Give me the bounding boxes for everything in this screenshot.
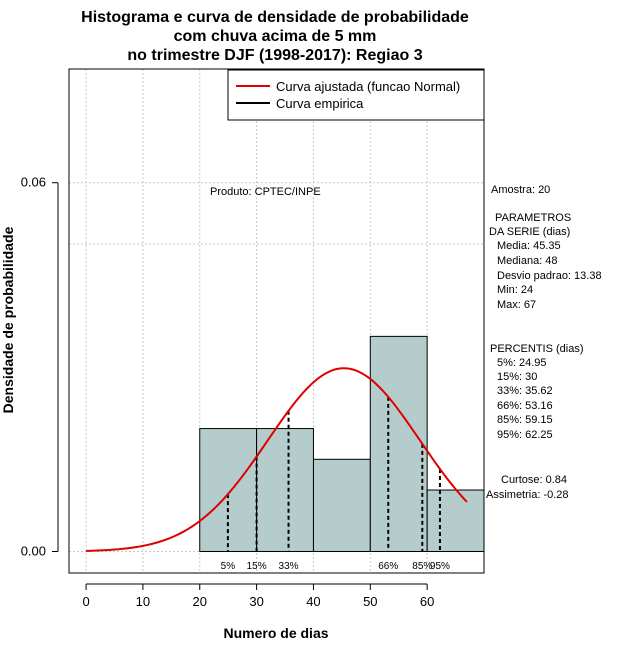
stat-p66: 66%: 53.16 (497, 400, 553, 412)
histogram-bar (312, 458, 371, 552)
percentile-label: 66% (378, 561, 398, 572)
y-tick-label: 0.06 (21, 175, 46, 190)
x-tick-label: 40 (306, 594, 320, 609)
axis-layer: 0 10 20 30 40 50 60 0.00 0.06 (21, 175, 435, 609)
percentile-label: 15% (247, 561, 267, 572)
legend: Curva ajustada (funcao Normal) Curva emp… (227, 69, 485, 121)
histogram-bar (369, 335, 428, 552)
stat-mediana: Mediana: 48 (497, 255, 558, 267)
chart-title-line-1: Histograma e curva de densidade de proba… (81, 9, 469, 26)
histogram-bar (256, 428, 314, 552)
stat-p33: 33%: 35.62 (497, 385, 553, 397)
percentile-label: 5% (221, 561, 236, 572)
x-tick-label: 30 (249, 594, 263, 609)
stat-min: Min: 24 (497, 284, 533, 296)
curve-layer (86, 367, 468, 552)
stat-percentis-title: PERCENTIS (dias) (490, 343, 584, 355)
produto-label: Produto: CPTEC/INPE (210, 186, 321, 198)
stats-panel: Amostra: 20 PARAMETROS DA SERIE (dias) M… (486, 184, 602, 501)
x-tick-label: 50 (363, 594, 377, 609)
y-axis-title: Densidade de probabilidade (0, 226, 16, 413)
stat-max: Max: 67 (497, 299, 536, 311)
legend-box (227, 69, 485, 121)
percentile-label: 95% (430, 561, 450, 572)
stat-curtose: Curtose: 0.84 (501, 474, 567, 486)
stat-desvio: Desvio padrao: 13.38 (497, 270, 602, 282)
percentile-label: 33% (279, 561, 299, 572)
fit-curve-line (86, 367, 468, 552)
stat-media: Media: 45.35 (497, 240, 561, 252)
legend-fit-label: Curva ajustada (funcao Normal) (276, 79, 460, 94)
stat-p5: 5%: 24.95 (497, 357, 547, 369)
x-tick-label: 10 (136, 594, 150, 609)
stat-p15: 15%: 30 (497, 371, 537, 383)
bars-layer (199, 335, 485, 552)
stat-amostra: Amostra: 20 (491, 184, 550, 196)
percentile-label: 85% (412, 561, 432, 572)
stat-parametros-title-1: PARAMETROS (495, 212, 571, 224)
y-tick-label: 0.00 (21, 543, 46, 558)
x-tick-label: 20 (193, 594, 207, 609)
stat-assimetria: Assimetria: -0.28 (486, 489, 569, 501)
chart-title-line-2: com chuva acima de 5 mm (174, 28, 377, 45)
stat-p95: 95%: 62.25 (497, 429, 553, 441)
percentile-layer: 5% 15% 33% 66% 85%95% (221, 396, 450, 572)
x-tick-label: 0 (82, 594, 89, 609)
chart-title-line-3: no trimestre DJF (1998-2017): Regiao 3 (127, 47, 422, 64)
x-tick-label: 60 (420, 594, 434, 609)
grid-layer (69, 69, 484, 573)
legend-empirical-label: Curva empirica (276, 96, 364, 111)
stat-p85: 85%: 59.15 (497, 414, 553, 426)
stat-parametros-title-2: DA SERIE (dias) (489, 226, 570, 238)
histogram-bar (426, 489, 485, 552)
x-axis-title: Numero de dias (223, 625, 328, 641)
plot-frame (68, 68, 485, 574)
